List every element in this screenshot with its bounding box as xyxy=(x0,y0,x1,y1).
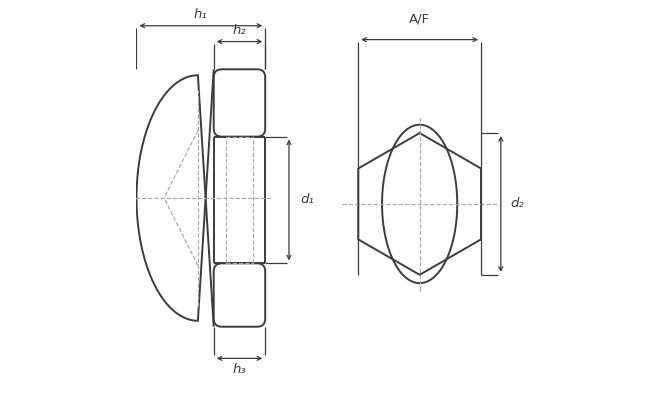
Text: h₁: h₁ xyxy=(194,8,208,21)
Text: A/F: A/F xyxy=(409,12,430,25)
Text: d₁: d₁ xyxy=(300,194,314,206)
Text: h₃: h₃ xyxy=(233,363,246,376)
Text: d₂: d₂ xyxy=(510,198,524,210)
Text: h₂: h₂ xyxy=(233,24,246,37)
